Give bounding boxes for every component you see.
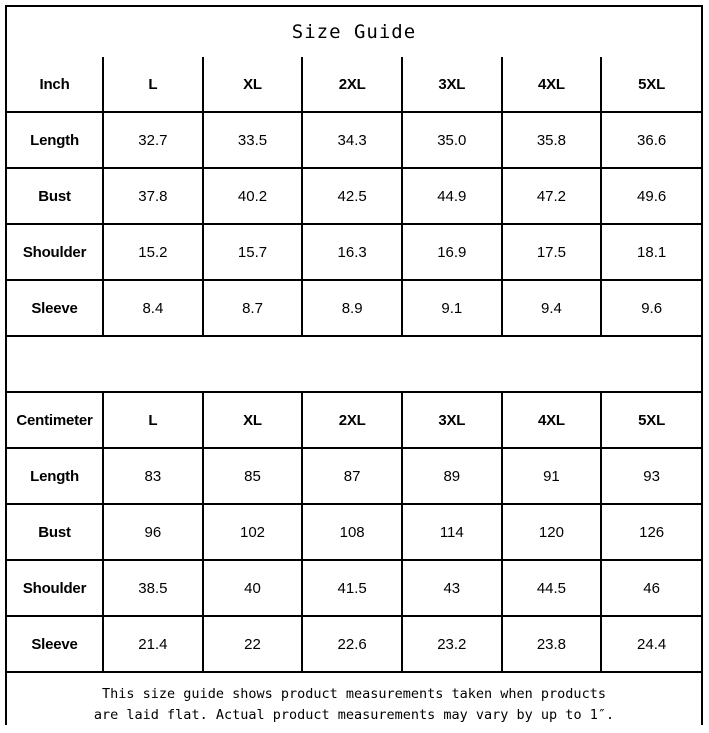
- cm-column-header-xl: XL: [202, 392, 304, 449]
- cm-length-l: 83: [103, 448, 204, 505]
- inch-bust-3xl: 44.9: [401, 168, 503, 225]
- cm-length-5xl: 93: [601, 448, 701, 505]
- cm-sleeve-l: 21.4: [103, 616, 204, 673]
- inch-length-5xl: 36.6: [601, 112, 701, 169]
- centimeter-unit-label: Centimeter: [7, 392, 105, 449]
- cm-column-header-2xl: 2XL: [302, 392, 403, 449]
- cm-shoulder-2xl: 41.5: [302, 560, 403, 617]
- inch-length-2xl: 34.3: [302, 112, 403, 169]
- inch-shoulder-2xl: 16.3: [302, 224, 403, 281]
- cm-length-xl: 85: [202, 448, 304, 505]
- inch-unit-label: Inch: [7, 57, 105, 113]
- inch-shoulder-4xl: 17.5: [501, 224, 603, 281]
- inch-row-label-shoulder: Shoulder: [7, 224, 105, 281]
- table-row: Sleeve 8.4 8.7 8.9 9.1 9.4 9.6: [7, 280, 701, 337]
- table-row: Shoulder 38.5 40 41.5 43 44.5 46: [7, 560, 701, 617]
- inch-shoulder-xl: 15.7: [202, 224, 304, 281]
- page-title: Size Guide: [7, 7, 701, 57]
- table-row: Length 32.7 33.5 34.3 35.0 35.8 36.6: [7, 112, 701, 169]
- cm-row-label-sleeve: Sleeve: [7, 616, 105, 673]
- inch-sleeve-4xl: 9.4: [501, 280, 603, 337]
- cm-bust-2xl: 108: [302, 504, 403, 561]
- inch-length-3xl: 35.0: [401, 112, 503, 169]
- cm-sleeve-2xl: 22.6: [302, 616, 403, 673]
- inch-shoulder-3xl: 16.9: [401, 224, 503, 281]
- cm-shoulder-4xl: 44.5: [501, 560, 603, 617]
- centimeter-header-row: Centimeter L XL 2XL 3XL 4XL 5XL: [7, 392, 701, 449]
- cm-bust-3xl: 114: [401, 504, 503, 561]
- cm-sleeve-3xl: 23.2: [401, 616, 503, 673]
- inch-bust-xl: 40.2: [202, 168, 304, 225]
- inch-shoulder-5xl: 18.1: [601, 224, 701, 281]
- size-guide-note: This size guide shows product measuremen…: [7, 672, 701, 733]
- size-guide-note-row: This size guide shows product measuremen…: [7, 672, 701, 733]
- inch-sleeve-l: 8.4: [103, 280, 204, 337]
- cm-column-header-5xl: 5XL: [601, 392, 701, 449]
- table-row: Bust 96 102 108 114 120 126: [7, 504, 701, 561]
- inch-length-xl: 33.5: [202, 112, 304, 169]
- table-row: Bust 37.8 40.2 42.5 44.9 47.2 49.6: [7, 168, 701, 225]
- inch-sleeve-5xl: 9.6: [601, 280, 701, 337]
- cm-shoulder-l: 38.5: [103, 560, 204, 617]
- inch-column-header-4xl: 4XL: [501, 57, 603, 113]
- cm-sleeve-5xl: 24.4: [601, 616, 701, 673]
- inch-sleeve-xl: 8.7: [202, 280, 304, 337]
- inch-column-header-5xl: 5XL: [601, 57, 701, 113]
- inch-length-l: 32.7: [103, 112, 204, 169]
- cm-column-header-3xl: 3XL: [401, 392, 503, 449]
- table-row: Sleeve 21.4 22 22.6 23.2 23.8 24.4: [7, 616, 701, 673]
- table-spacer-row: [7, 336, 701, 393]
- size-guide-frame: Size Guide Inch L XL 2XL 3XL 4XL 5XL Len…: [5, 5, 703, 733]
- inch-row-label-length: Length: [7, 112, 105, 169]
- cm-row-label-bust: Bust: [7, 504, 105, 561]
- cm-sleeve-xl: 22: [202, 616, 304, 673]
- inch-bust-2xl: 42.5: [302, 168, 403, 225]
- inch-column-header-2xl: 2XL: [302, 57, 403, 113]
- cm-shoulder-5xl: 46: [601, 560, 701, 617]
- inch-column-header-3xl: 3XL: [401, 57, 503, 113]
- table-row: Shoulder 15.2 15.7 16.3 16.9 17.5 18.1: [7, 224, 701, 281]
- size-guide-table: Size Guide Inch L XL 2XL 3XL 4XL 5XL Len…: [7, 7, 701, 733]
- cm-row-label-shoulder: Shoulder: [7, 560, 105, 617]
- inch-header-row: Inch L XL 2XL 3XL 4XL 5XL: [7, 57, 701, 113]
- cm-bust-5xl: 126: [601, 504, 701, 561]
- table-spacer-cell: [7, 336, 701, 393]
- cm-bust-l: 96: [103, 504, 204, 561]
- table-row: Length 83 85 87 89 91 93: [7, 448, 701, 505]
- cm-column-header-4xl: 4XL: [501, 392, 603, 449]
- cm-bust-4xl: 120: [501, 504, 603, 561]
- inch-length-4xl: 35.8: [501, 112, 603, 169]
- inch-bust-l: 37.8: [103, 168, 204, 225]
- inch-sleeve-2xl: 8.9: [302, 280, 403, 337]
- cm-length-4xl: 91: [501, 448, 603, 505]
- size-guide-body: Size Guide Inch L XL 2XL 3XL 4XL 5XL Len…: [7, 7, 701, 733]
- inch-shoulder-l: 15.2: [103, 224, 204, 281]
- cm-row-label-length: Length: [7, 448, 105, 505]
- cm-length-2xl: 87: [302, 448, 403, 505]
- cm-shoulder-xl: 40: [202, 560, 304, 617]
- inch-bust-4xl: 47.2: [501, 168, 603, 225]
- note-line-2: are laid flat. Actual product measuremen…: [93, 707, 615, 723]
- note-line-1: This size guide shows product measuremen…: [102, 686, 606, 702]
- inch-column-header-xl: XL: [202, 57, 304, 113]
- inch-column-header-l: L: [103, 57, 204, 113]
- title-row: Size Guide: [7, 7, 701, 57]
- inch-sleeve-3xl: 9.1: [401, 280, 503, 337]
- cm-length-3xl: 89: [401, 448, 503, 505]
- cm-sleeve-4xl: 23.8: [501, 616, 603, 673]
- cm-shoulder-3xl: 43: [401, 560, 503, 617]
- inch-row-label-sleeve: Sleeve: [7, 280, 105, 337]
- cm-bust-xl: 102: [202, 504, 304, 561]
- cm-column-header-l: L: [103, 392, 204, 449]
- inch-row-label-bust: Bust: [7, 168, 105, 225]
- inch-bust-5xl: 49.6: [601, 168, 701, 225]
